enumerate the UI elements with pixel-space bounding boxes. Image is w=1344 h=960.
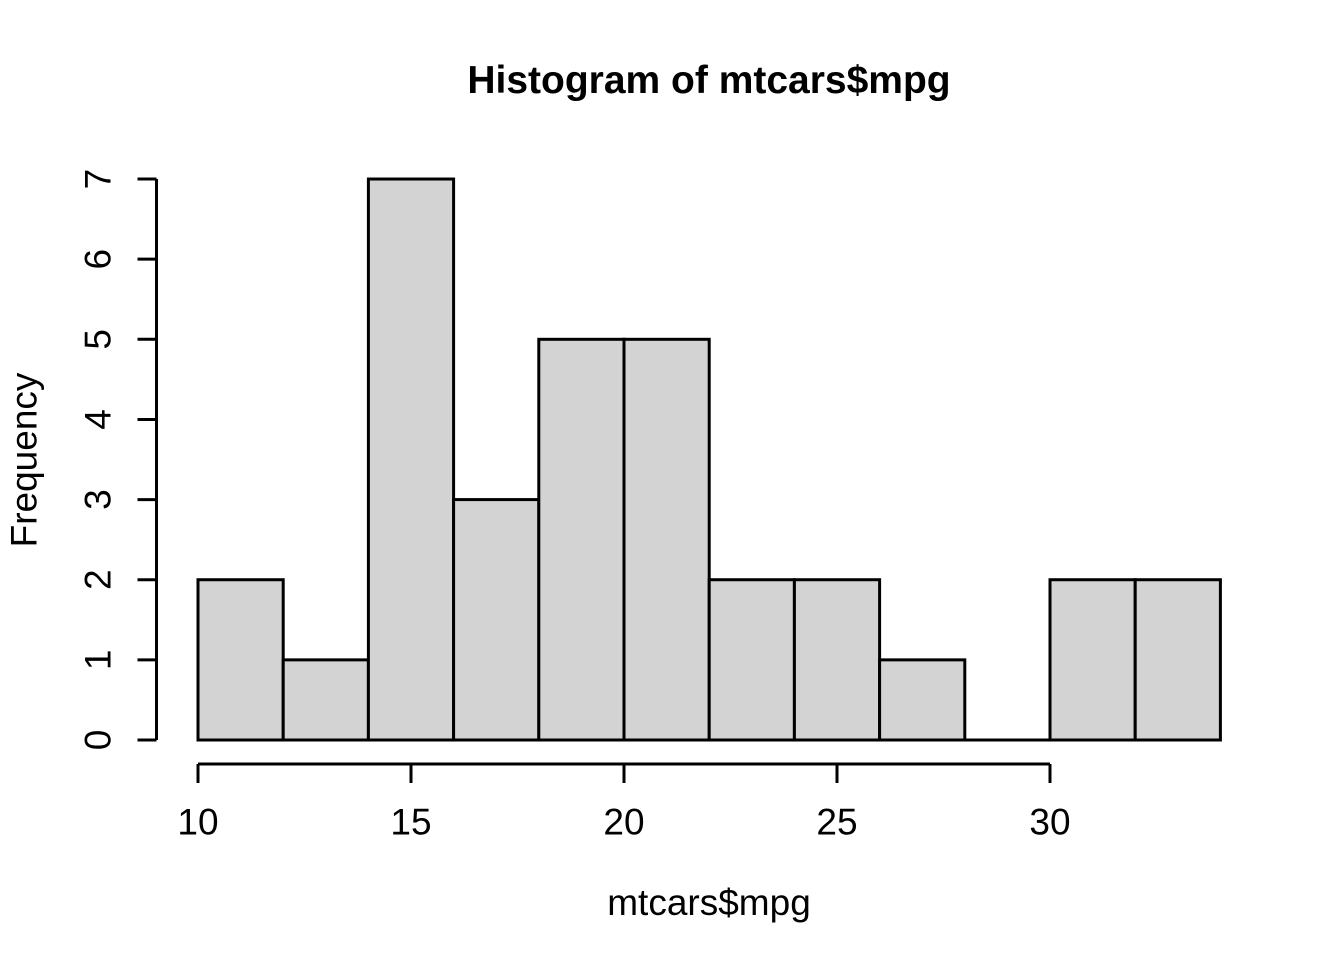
histogram-bar — [622, 337, 711, 742]
x-tick-label: 20 — [603, 802, 644, 843]
histogram-bar — [452, 498, 541, 742]
x-tick-label: 15 — [390, 802, 431, 843]
y-tick-label: 1 — [78, 650, 119, 671]
y-tick-label: 4 — [78, 409, 119, 430]
y-tick-label: 0 — [78, 730, 119, 751]
y-tick-label: 2 — [78, 569, 119, 590]
histogram-bar — [878, 658, 967, 742]
y-tick-label: 7 — [78, 169, 119, 190]
histogram-bar — [792, 578, 882, 742]
histogram-bar — [707, 578, 796, 742]
y-tick-label: 3 — [78, 489, 119, 510]
y-tick-label: 5 — [78, 329, 119, 350]
histogram-bar — [537, 337, 626, 742]
x-tick-label: 25 — [816, 802, 857, 843]
histogram-bar — [196, 578, 285, 742]
y-tick-label: 6 — [78, 249, 119, 270]
x-tick-label: 10 — [177, 802, 218, 843]
histogram-bar — [281, 658, 370, 742]
histogram-bar — [1048, 578, 1137, 742]
histogram-bar — [366, 177, 456, 742]
chart-title: Histogram of mtcars$mpg — [467, 59, 951, 102]
y-axis-title: Frequency — [3, 372, 45, 548]
x-axis-title: mtcars$mpg — [607, 882, 811, 923]
histogram-bar — [1133, 578, 1222, 742]
x-tick-label: 30 — [1029, 802, 1070, 843]
